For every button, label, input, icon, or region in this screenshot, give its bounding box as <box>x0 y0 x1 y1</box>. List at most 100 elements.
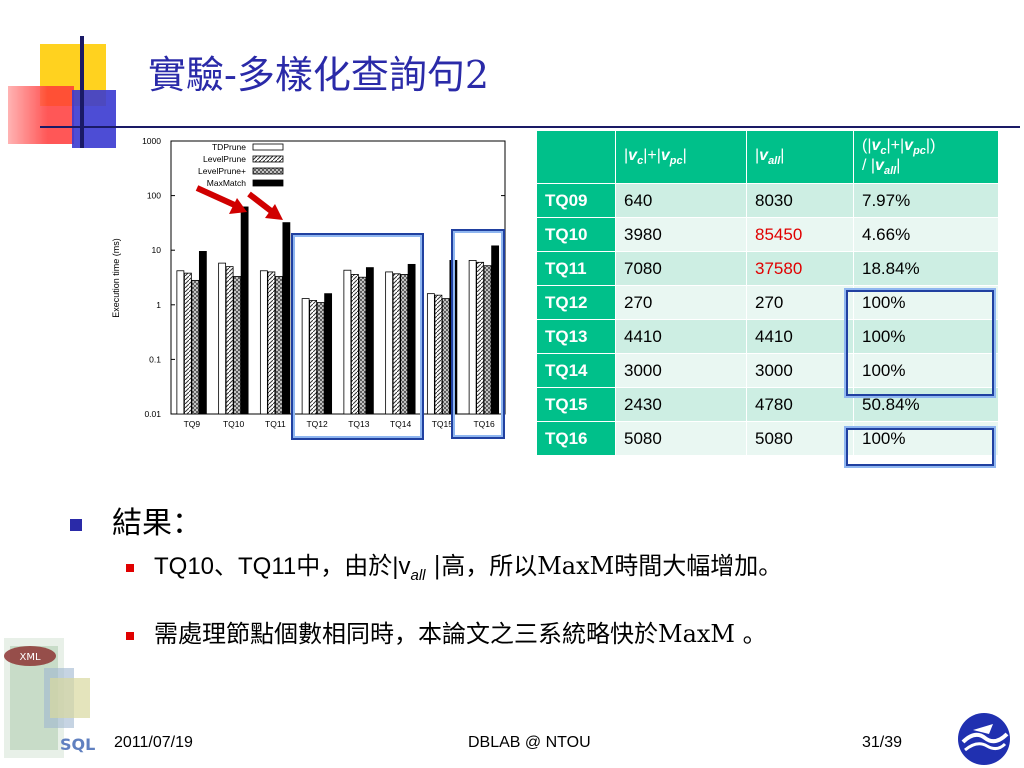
vall-cell: 270 <box>746 285 854 320</box>
header-empty <box>536 130 616 184</box>
table-highlight-box <box>844 426 996 468</box>
vall-cell: 37580 <box>746 251 854 286</box>
vc-vpc-cell: 3980 <box>615 217 747 252</box>
bar-tdprune-tq10 <box>218 262 227 415</box>
bullet-item-1-sub: all <box>410 566 426 584</box>
execution-time-chart: 0.01 0.1 1 10 100 1000 TQ9 TQ10 TQ11 TQ12 TQ13 TQ1… <box>111 136 506 440</box>
ratio-cell: 100% <box>853 353 999 388</box>
bullet-heading-text: 結果： <box>112 506 202 541</box>
svg-text:XML: XML <box>19 652 40 663</box>
x-axis: TQ9 TQ10 TQ11 TQ12 TQ13 TQ14 TQ15 TQ16 <box>184 411 495 429</box>
bar-levelpruneplus-tq11 <box>274 276 283 415</box>
x-tick-label: TQ12 <box>306 419 328 429</box>
bar-levelprune-tq16 <box>476 261 485 415</box>
table-row: TQ16 5080 5080 100% <box>536 421 999 456</box>
bullet-item-1: TQ10、TQ11中，由於|vall |高，所以MaxM時間大幅增加。 <box>126 546 782 584</box>
bar-levelpruneplus-tq12 <box>316 302 325 415</box>
row-header-cell: TQ09 <box>536 183 616 218</box>
x-tick-label: TQ11 <box>265 419 286 429</box>
row-header-cell: TQ16 <box>536 421 616 456</box>
row-header-cell: TQ13 <box>536 319 616 354</box>
bar-tdprune-tq12 <box>301 298 310 415</box>
vc-vpc-cell: 4410 <box>615 319 747 354</box>
row-header-cell: TQ10 <box>536 217 616 252</box>
table-row: TQ11 7080 37580 18.84% <box>536 251 999 286</box>
legend-swatch <box>252 155 284 163</box>
bar-levelpruneplus-tq9 <box>191 279 200 415</box>
bar-tdprune-tq16 <box>468 260 477 415</box>
vall-cell: 85450 <box>746 217 854 252</box>
bar-tdprune-tq14 <box>385 271 394 415</box>
svg-text:SQL: SQL <box>60 735 95 754</box>
bar-levelprune-tq13 <box>350 274 359 415</box>
table-header-row: |vc|+|vpc| |vall| (|vc|+|vpc|) / |vall| <box>536 130 999 184</box>
bullet-heading: 結果： <box>70 498 202 542</box>
table-row: TQ10 3980 85450 4.66% <box>536 217 999 252</box>
decor-red-fade <box>8 86 74 144</box>
bars <box>176 206 500 415</box>
bar-levelprune-tq12 <box>309 300 318 415</box>
bullet-item-2-text: 需處理節點個數相同時，本論文之三系統略快於MaxM 。 <box>154 620 767 648</box>
ratio-cell: 50.84% <box>853 387 999 422</box>
bullet-square-icon <box>70 519 82 531</box>
y-tick-label: 0.01 <box>144 409 161 419</box>
legend-label: LevelPrune+ <box>198 166 246 176</box>
row-header-cell: TQ11 <box>536 251 616 286</box>
bullet-item-2: 需處理節點個數相同時，本論文之三系統略快於MaxM 。 <box>126 614 767 649</box>
ratio-cell: 100% <box>853 319 999 354</box>
legend-label: MaxMatch <box>207 178 246 188</box>
footer-center: DBLAB @ NTOU <box>468 734 591 751</box>
vall-cell: 8030 <box>746 183 854 218</box>
x-tick-label: TQ9 <box>184 419 201 429</box>
vc-vpc-cell: 3000 <box>615 353 747 388</box>
chart-highlight-box <box>451 229 505 439</box>
arrow-icon <box>195 185 283 220</box>
ratio-cell: 100% <box>853 421 999 456</box>
legend-swatch <box>252 167 284 175</box>
bar-tdprune-tq13 <box>343 269 352 415</box>
vc-vpc-cell: 640 <box>615 183 747 218</box>
bar-tdprune-tq11 <box>259 270 268 415</box>
table-row: TQ15 2430 4780 50.84% <box>536 387 999 422</box>
lab-logo-icon: XML SQL <box>4 638 95 758</box>
y-axis-label: Execution time (ms) <box>111 238 121 318</box>
title-underline <box>40 126 1020 128</box>
y-tick-label: 0.1 <box>149 354 161 364</box>
header-vc-vpc: |vc|+|vpc| <box>615 130 747 184</box>
vall-cell: 3000 <box>746 353 854 388</box>
decor-vertical-line <box>80 36 84 148</box>
bar-maxmatch-tq11 <box>282 222 291 415</box>
decor-blue-square <box>72 90 116 148</box>
y-tick-label: 10 <box>152 245 162 255</box>
bar-maxmatch-tq13 <box>365 267 374 415</box>
table-row: TQ09 640 8030 7.97% <box>536 183 999 218</box>
row-header-cell: TQ12 <box>536 285 616 320</box>
bar-levelprune-tq9 <box>183 272 192 415</box>
table-highlight-box <box>844 288 996 398</box>
table-row: TQ12 270 270 100% <box>536 285 999 320</box>
bar-tdprune-tq9 <box>176 270 185 415</box>
table-row: TQ14 3000 3000 100% <box>536 353 999 388</box>
y-tick-label: 1 <box>156 300 161 310</box>
x-tick-label: TQ14 <box>390 419 412 429</box>
bar-levelpruneplus-tq10 <box>233 276 242 415</box>
bar-levelprune-tq14 <box>392 273 401 415</box>
slide-title: 實驗-多樣化查詢句2 <box>148 53 490 97</box>
footer-date: 2011/07/19 <box>114 734 193 751</box>
header-vall: |vall| <box>746 130 854 184</box>
legend-label: TDPrune <box>212 142 246 152</box>
legend-label: LevelPrune <box>203 154 246 164</box>
bar-levelprune-tq11 <box>267 271 276 415</box>
chart-highlight-box <box>291 233 424 440</box>
vall-cell: 5080 <box>746 421 854 456</box>
vc-vpc-cell: 7080 <box>615 251 747 286</box>
ratio-cell: 4.66% <box>853 217 999 252</box>
y-tick-label: 1000 <box>142 136 161 146</box>
bullet-red-icon <box>126 631 134 640</box>
vc-vpc-cell: 2430 <box>615 387 747 422</box>
bar-levelpruneplus-tq16 <box>483 265 492 415</box>
legend: TDPrune LevelPrune LevelPrune+ MaxMatch <box>198 142 284 188</box>
bullet-red-icon <box>126 563 134 572</box>
bar-tdprune-tq15 <box>426 293 435 415</box>
x-tick-label: TQ13 <box>348 419 370 429</box>
